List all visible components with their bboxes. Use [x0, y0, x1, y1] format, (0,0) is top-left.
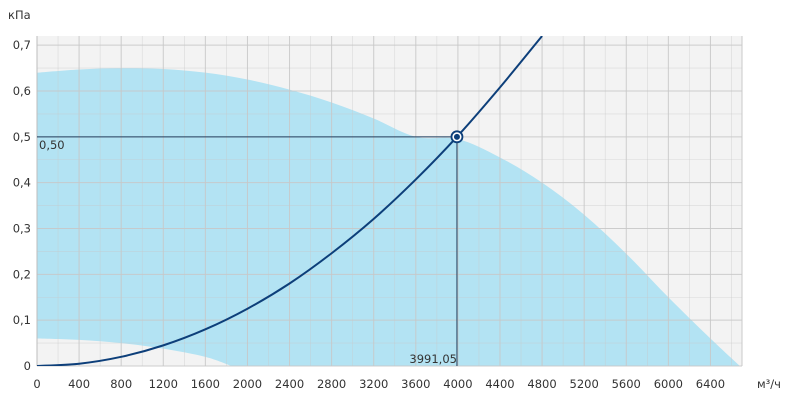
- operating-area: [37, 68, 740, 366]
- operating-point-marker[interactable]: [453, 133, 460, 140]
- x-tick-label: 2000: [233, 377, 262, 391]
- y-tick-label: 0,5: [13, 130, 31, 144]
- x-tick-label: 800: [110, 377, 132, 391]
- y-axis-unit: кПа: [8, 8, 31, 22]
- x-tick-label: 5600: [612, 377, 641, 391]
- y-tick-label: 0,1: [13, 313, 31, 327]
- y-tick-label: 0,4: [13, 176, 31, 190]
- y-tick-label: 0,2: [13, 267, 31, 281]
- x-tick-label: 1600: [191, 377, 220, 391]
- y-tick-label: 0,7: [13, 38, 31, 52]
- y-tick-label: 0: [24, 359, 31, 373]
- x-axis-unit: м³/ч: [757, 377, 781, 391]
- x-tick-label: 5200: [570, 377, 599, 391]
- x-tick-label: 3600: [401, 377, 430, 391]
- y-tick-label: 0,6: [13, 84, 31, 98]
- x-tick-label: 3200: [359, 377, 388, 391]
- operating-point-x-label: 3991,05: [409, 352, 457, 366]
- y-tick-label: 0,3: [13, 222, 31, 236]
- x-tick-label: 6400: [696, 377, 725, 391]
- x-tick-label: 2800: [317, 377, 346, 391]
- operating-point-y-label: 0,50: [39, 138, 65, 152]
- x-tick-label: 6000: [654, 377, 683, 391]
- x-tick-label: 4400: [485, 377, 514, 391]
- x-tick-label: 4000: [443, 377, 472, 391]
- x-tick-label: 1200: [149, 377, 178, 391]
- x-tick-label: 400: [68, 377, 90, 391]
- x-tick-label: 2400: [275, 377, 304, 391]
- x-tick-label: 4800: [527, 377, 556, 391]
- x-tick-label: 0: [33, 377, 40, 391]
